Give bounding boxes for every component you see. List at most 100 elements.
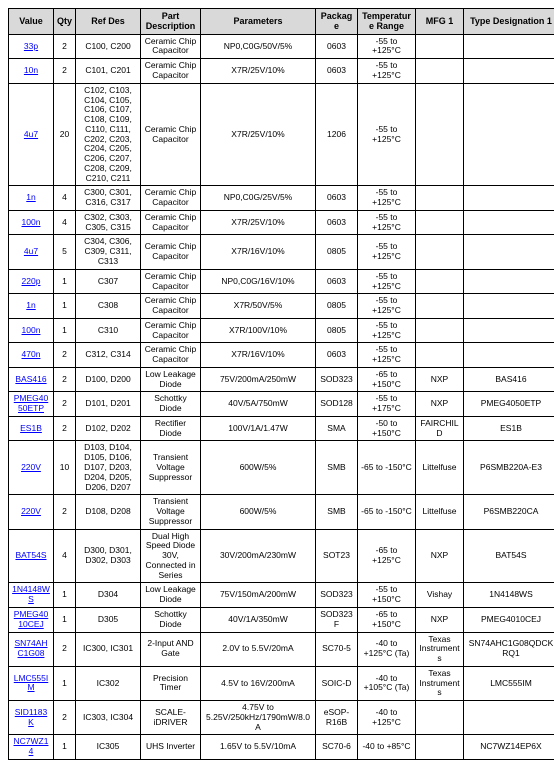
cell-package: 0805: [316, 235, 358, 269]
cell-typedes: [464, 235, 554, 269]
table-row: 1N4148WS1D304Low Leakage Diode75V/150mA/…: [9, 583, 554, 608]
cell-package: SOD128: [316, 392, 358, 417]
cell-temp: -65 to +150°C: [358, 607, 416, 632]
cell-typedes: [464, 318, 554, 343]
cell-qty: 1: [54, 735, 76, 760]
cell-refdes: D101, D201: [76, 392, 141, 417]
cell-value: BAS416: [9, 367, 54, 392]
cell-partdesc: Low Leakage Diode: [141, 367, 201, 392]
column-header: Qty: [54, 9, 76, 35]
cell-partdesc: Precision Timer: [141, 666, 201, 700]
cell-qty: 4: [54, 529, 76, 583]
cell-temp: -40 to +125°C (Ta): [358, 632, 416, 666]
cell-partdesc: Transient Voltage Suppressor: [141, 441, 201, 495]
value-link[interactable]: SN74AHC1G08: [14, 638, 47, 658]
cell-qty: 2: [54, 495, 76, 529]
cell-temp: -55 to +125°C: [358, 34, 416, 59]
value-link[interactable]: 1n: [26, 300, 35, 310]
table-row: ES1B2D102, D202Rectifier Diode100V/1A/1.…: [9, 416, 554, 441]
cell-qty: 4: [54, 210, 76, 235]
cell-refdes: IC303, IC304: [76, 701, 141, 735]
cell-value: LMC555IM: [9, 666, 54, 700]
cell-refdes: IC305: [76, 735, 141, 760]
cell-temp: -55 to +125°C: [358, 343, 416, 368]
cell-value: SN74AHC1G08: [9, 632, 54, 666]
value-link[interactable]: 4u7: [24, 246, 38, 256]
value-link[interactable]: 1n: [26, 192, 35, 202]
table-row: SN74AHC1G08 2IC300, IC3012-Input AND Gate…: [9, 632, 554, 666]
cell-package: SMB: [316, 495, 358, 529]
table-row: BAT54S4D300, D301, D302, D303Dual High S…: [9, 529, 554, 583]
header-row: ValueQtyRef DesPart DescriptionParameter…: [9, 9, 554, 35]
column-header: Type Designation 1: [464, 9, 554, 35]
cell-value: 220V: [9, 441, 54, 495]
value-link[interactable]: PMEG4050ETP: [14, 393, 49, 413]
cell-package: 0603: [316, 343, 358, 368]
cell-temp: -65 to +150°C: [358, 367, 416, 392]
cell-partdesc: Ceramic Chip Capacitor: [141, 235, 201, 269]
cell-temp: -65 to -150°C: [358, 495, 416, 529]
table-row: 10n2C101, C201Ceramic Chip CapacitorX7R/…: [9, 59, 554, 84]
value-link[interactable]: PMEG4010CEJ: [14, 609, 49, 629]
cell-temp: -55 to +125°C: [358, 235, 416, 269]
cell-mfg: [416, 186, 464, 211]
cell-package: eSOP-R16B: [316, 701, 358, 735]
cell-params: 4.75V to 5.25V/250kHz/1790mW/8.0A: [201, 701, 316, 735]
cell-qty: 1: [54, 607, 76, 632]
value-link[interactable]: NC7WZ14: [14, 736, 49, 756]
cell-refdes: D304: [76, 583, 141, 608]
column-header: Temperature Range: [358, 9, 416, 35]
table-row: 220V2D108, D208Transient Voltage Suppres…: [9, 495, 554, 529]
value-link[interactable]: 1N4148WS: [12, 584, 50, 604]
cell-params: X7R/16V/10%: [201, 235, 316, 269]
value-link[interactable]: 10n: [24, 65, 38, 75]
value-link[interactable]: 220V: [21, 462, 41, 472]
cell-partdesc: 2-Input AND Gate: [141, 632, 201, 666]
cell-value: BAT54S: [9, 529, 54, 583]
cell-typedes: [464, 701, 554, 735]
cell-mfg: [416, 59, 464, 84]
table-row: 33p2C100, C200Ceramic Chip CapacitorNP0,…: [9, 34, 554, 59]
value-link[interactable]: LMC555IM: [14, 673, 49, 693]
table-row: 4u75C304, C306, C309, C311, C313Ceramic …: [9, 235, 554, 269]
value-link[interactable]: BAS416: [15, 374, 46, 384]
cell-refdes: C102, C103, C104, C105, C106, C107, C108…: [76, 83, 141, 186]
cell-params: X7R/25V/10%: [201, 83, 316, 186]
cell-value: 4u7: [9, 235, 54, 269]
cell-mfg: Texas Instruments: [416, 666, 464, 700]
cell-typedes: [464, 83, 554, 186]
cell-qty: 2: [54, 343, 76, 368]
cell-typedes: LMC555IM: [464, 666, 554, 700]
cell-mfg: [416, 210, 464, 235]
value-link[interactable]: 220p: [22, 276, 41, 286]
cell-typedes: BAT54S: [464, 529, 554, 583]
cell-partdesc: Schottky Diode: [141, 607, 201, 632]
value-link[interactable]: 220V: [21, 506, 41, 516]
value-link[interactable]: 100n: [22, 325, 41, 335]
table-body: 33p2C100, C200Ceramic Chip CapacitorNP0,…: [9, 34, 554, 759]
cell-typedes: NC7WZ14EP6X: [464, 735, 554, 760]
value-link[interactable]: 4u7: [24, 129, 38, 139]
cell-params: 100V/1A/1.47W: [201, 416, 316, 441]
cell-mfg: Littelfuse: [416, 441, 464, 495]
cell-qty: 2: [54, 59, 76, 84]
value-link[interactable]: BAT54S: [15, 550, 46, 560]
value-link[interactable]: SID1183K: [15, 707, 47, 727]
cell-qty: 2: [54, 632, 76, 666]
cell-typedes: BAS416: [464, 367, 554, 392]
table-row: 220V10D103, D104, D105, D106, D107, D203…: [9, 441, 554, 495]
cell-params: X7R/100V/10%: [201, 318, 316, 343]
cell-params: 40V/5A/750mW: [201, 392, 316, 417]
cell-params: 1.65V to 5.5V/10mA: [201, 735, 316, 760]
cell-partdesc: Ceramic Chip Capacitor: [141, 34, 201, 59]
cell-qty: 1: [54, 294, 76, 319]
cell-typedes: [464, 210, 554, 235]
value-link[interactable]: 33p: [24, 41, 38, 51]
cell-partdesc: Dual High Speed Diode 30V, Connected in …: [141, 529, 201, 583]
cell-qty: 1: [54, 269, 76, 294]
cell-mfg: [416, 294, 464, 319]
value-link[interactable]: 100n: [22, 217, 41, 227]
value-link[interactable]: ES1B: [20, 423, 42, 433]
value-link[interactable]: 470n: [22, 349, 41, 359]
cell-refdes: IC300, IC301: [76, 632, 141, 666]
